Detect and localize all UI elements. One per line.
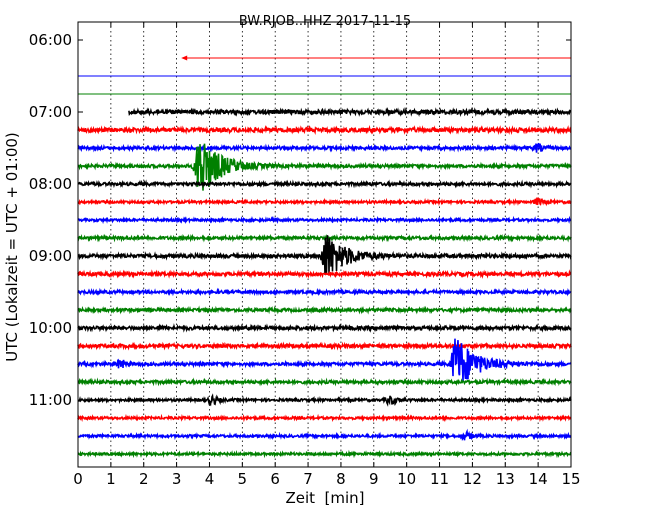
x-tick-label: 0 [73, 470, 83, 488]
trace-0715 [77, 124, 572, 136]
x-tick-label: 14 [529, 470, 548, 488]
trace-0815 [77, 196, 572, 207]
trace-1000 [77, 323, 572, 333]
x-tick-label: 12 [463, 470, 482, 488]
trace-1145 [77, 449, 572, 459]
trace-1100 [77, 393, 572, 407]
x-tick-label: 13 [496, 470, 515, 488]
x-tick-label: 5 [238, 470, 248, 488]
y-tick-label: 10:00 [29, 319, 72, 337]
trace-0700 [128, 106, 572, 118]
trace-0830 [77, 215, 572, 225]
x-tick-label: 11 [430, 470, 449, 488]
trace-0800 [77, 179, 572, 189]
trace-1045 [77, 377, 572, 387]
trace-0730 [77, 142, 572, 153]
trace-0915 [77, 269, 572, 279]
x-tick-label: 10 [397, 470, 416, 488]
x-tick-label: 2 [139, 470, 149, 488]
y-tick-label: 06:00 [29, 31, 72, 49]
x-tick-label: 15 [561, 470, 580, 488]
trace-start-marker [181, 55, 188, 61]
trace-1115 [77, 413, 572, 423]
x-tick-label: 7 [303, 470, 313, 488]
trace-0900 [77, 235, 572, 275]
plot-frame [77, 21, 572, 468]
x-axis: 0 1 2 3 4 5 6 7 8 9 10 11 12 13 14 15 [73, 22, 581, 488]
x-tick-label: 9 [369, 470, 379, 488]
trace-0945 [77, 305, 572, 315]
y-tick-label: 09:00 [29, 247, 72, 265]
x-tick-label: 3 [172, 470, 182, 488]
y-tick-label: 08:00 [29, 175, 72, 193]
x-tick-label: 6 [270, 470, 280, 488]
x-tick-label: 1 [106, 470, 116, 488]
trace-0845 [77, 233, 572, 243]
y-tick-label: 11:00 [29, 391, 72, 409]
y-tick-label: 07:00 [29, 103, 72, 121]
trace-0930 [77, 287, 572, 297]
x-axis-label: Zeit [min] [285, 489, 364, 507]
y-axis: 06:00 07:00 08:00 09:00 10:00 11:00 [29, 31, 571, 409]
x-tick-label: 4 [205, 470, 215, 488]
y-axis-label: UTC (Lokalzeit = UTC + 01:00) [3, 132, 21, 362]
trace-0745 [77, 143, 572, 191]
trace-1015 [77, 341, 572, 351]
trace-1130 [77, 428, 572, 442]
x-tick-label: 8 [336, 470, 346, 488]
trace-1030 [77, 338, 572, 382]
traces-group [77, 55, 572, 459]
